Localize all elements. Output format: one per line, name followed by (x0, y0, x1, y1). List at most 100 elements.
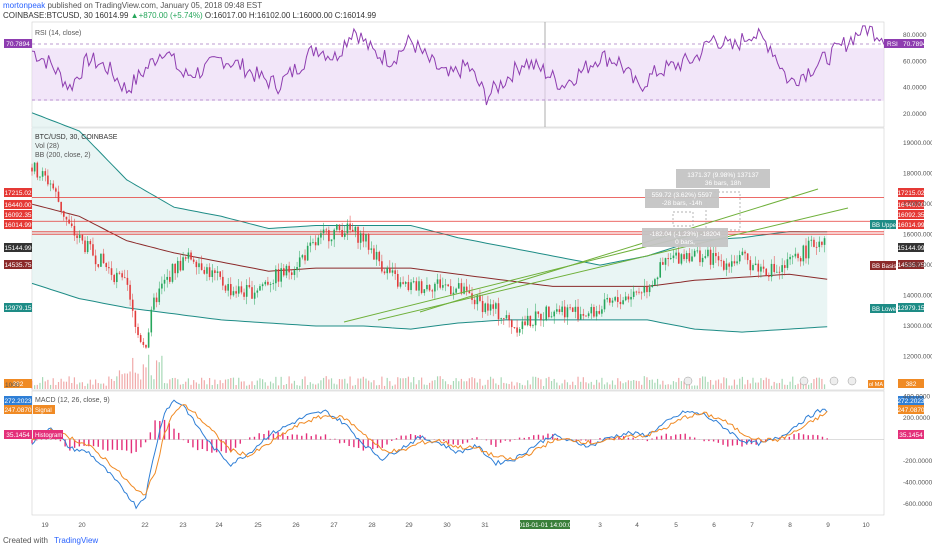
histogram-bar (490, 439, 492, 445)
candle-body (402, 282, 404, 284)
candle-body (285, 265, 288, 276)
volume-bar (609, 384, 611, 389)
candle-body (503, 318, 505, 320)
rsi-left-tag-text: 70.7894 (6, 41, 30, 48)
candle-body (248, 285, 251, 288)
bb-basis-line (31, 203, 828, 287)
volume-bar (248, 384, 250, 389)
candle-body (624, 296, 627, 301)
candle-body (338, 224, 341, 230)
price-tag-right-text: 16014.99 (897, 222, 924, 229)
volume-bar (259, 378, 261, 389)
candle-body (627, 296, 630, 300)
volume-bar (762, 380, 765, 389)
volume-bar (439, 376, 441, 389)
volume-bar (116, 376, 118, 389)
volume-bar (566, 382, 569, 389)
histogram-bar (353, 439, 355, 448)
volume-bar (368, 380, 370, 389)
candle-body (182, 257, 184, 271)
legend-volume: Vol (28) (35, 143, 59, 150)
candle-body (606, 298, 608, 300)
volume-bar (256, 380, 258, 389)
volume-bar (185, 381, 187, 389)
histogram-bar (405, 435, 407, 440)
volume-bar (42, 377, 44, 389)
macd-pane[interactable]: MACD (12, 26, close, 9) 272.2023 247.087… (4, 393, 932, 510)
rsi-right-value: 70.7894 (903, 41, 927, 48)
x-tick: 6 (712, 522, 716, 529)
volume-bar (140, 379, 142, 389)
volume-bar (190, 384, 192, 389)
candle-body (373, 248, 375, 260)
candle-body (343, 233, 346, 237)
candle-body (420, 281, 423, 294)
volume-bar (171, 378, 174, 389)
flag-icon[interactable] (799, 376, 809, 386)
candle-body (142, 341, 145, 345)
candle-body (200, 263, 203, 270)
macd-axis-ticks: 400.0000 200.0000 -200.0000 -400.0000 -600.0… (903, 393, 932, 508)
volume-bar (760, 378, 762, 389)
trendline-lower (377, 207, 849, 321)
flag-icon[interactable] (829, 376, 839, 386)
candle-body (691, 256, 693, 262)
volume-bar (426, 384, 428, 389)
histogram-bar (239, 439, 241, 444)
volume-bar (580, 381, 582, 389)
price-tag-left-text: 12979.15 (4, 305, 31, 312)
histogram-bar (173, 428, 175, 440)
volume-bar (577, 376, 579, 389)
rsi-band (32, 48, 884, 101)
rsi-right-label: RSI (887, 41, 898, 48)
tradingview-logo[interactable]: TradingView (54, 536, 99, 545)
volume-bar (561, 383, 563, 389)
flag-icon[interactable] (683, 376, 693, 386)
flag-icon[interactable] (847, 376, 857, 386)
price-tick: 13000.0000 (903, 323, 932, 330)
volume-bar (360, 378, 362, 389)
price-tag-left-text: 17215.02 (4, 190, 31, 197)
histogram-bar (286, 435, 289, 440)
volume-bar (124, 373, 126, 389)
volume-bar (179, 384, 182, 389)
histogram-bar (580, 439, 582, 441)
candle-body (240, 286, 243, 293)
candle-body (794, 253, 797, 257)
candle-body (439, 279, 442, 288)
candle-body (571, 307, 574, 312)
volume-bar (482, 385, 484, 389)
candle-body (224, 285, 227, 291)
candle-body (349, 223, 351, 230)
histogram-bar (632, 437, 634, 440)
histogram-bar (504, 439, 507, 441)
price-pane[interactable]: 1371.37 (9.98%) 137137 36 bars, 18h 559.… (4, 112, 932, 389)
price-tag-left-text: 14535.75 (4, 262, 31, 269)
volume-bar (786, 384, 789, 389)
candle-body (487, 303, 489, 311)
volume-bar (444, 381, 447, 389)
price-tag-left-text: 16014.99 (4, 222, 31, 229)
candle-body (55, 188, 57, 192)
histogram-bar (443, 439, 445, 442)
legend-bb: BB (200, close, 2) (35, 152, 91, 159)
volume-bar (535, 376, 537, 389)
rsi-pane[interactable]: RSI (14, close) 70.7894 RSI 70.7894 80.0… (4, 25, 927, 118)
volume-bar (174, 377, 176, 389)
candle-body (765, 268, 768, 276)
volume-bar (84, 385, 86, 389)
volume-bar (474, 378, 476, 389)
volume-bar (267, 385, 269, 389)
candle-body (116, 272, 118, 283)
candle-body (630, 296, 632, 300)
author-link[interactable]: mortonpeak (3, 1, 46, 10)
volume-bar (593, 384, 595, 389)
volume-bar (362, 376, 364, 389)
candle-body (471, 293, 473, 300)
histogram-bar (551, 434, 554, 440)
time-axis[interactable]: 19 20 22 23 24 25 26 27 28 29 30 31 2018-01-01 14:00… (41, 520, 870, 529)
volume-bar (333, 383, 335, 389)
histogram-bar (608, 437, 611, 440)
candle-body (328, 230, 330, 242)
